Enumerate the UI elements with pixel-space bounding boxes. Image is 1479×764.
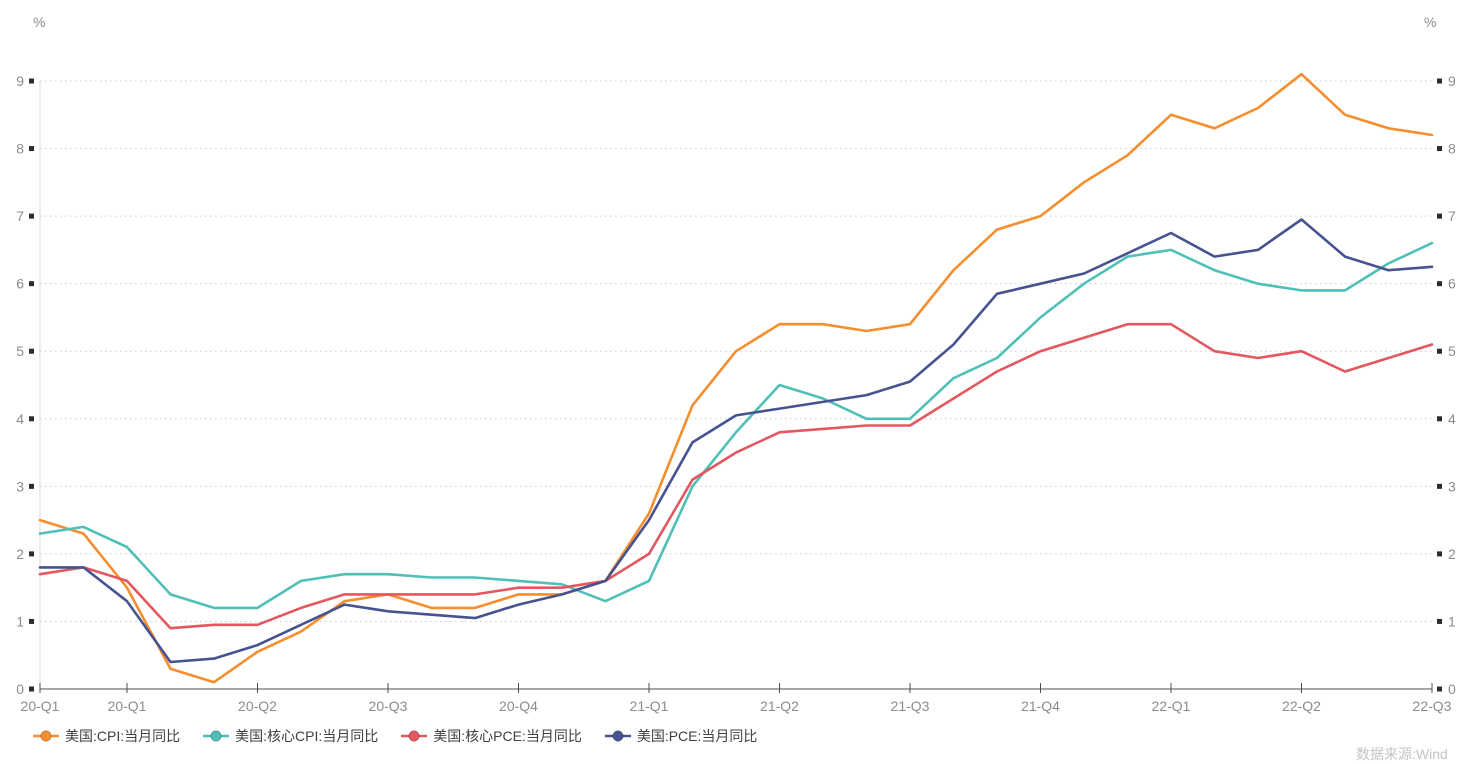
legend-label: 美国:核心CPI:当月同比 (235, 728, 379, 744)
y-axis-label-left-5: 5 (16, 343, 24, 359)
y-axis-label-left-3: 3 (16, 478, 24, 494)
x-axis-label-22-Q3: 22-Q3 (1413, 698, 1452, 714)
legend-item-1[interactable]: 美国:核心CPI:当月同比 (203, 726, 378, 746)
y-axis-label-right-3: 3 (1448, 478, 1456, 494)
legend-label: 美国:核心PCE:当月同比 (433, 728, 582, 744)
legend-marker-icon (33, 730, 59, 742)
y-axis-label-right-0: 0 (1448, 681, 1456, 697)
y-tick-square-right-7 (1437, 213, 1442, 219)
y-axis-label-right-7: 7 (1448, 208, 1456, 224)
y-tick-square-left-7 (29, 213, 34, 219)
y-tick-square-left-5 (29, 348, 34, 354)
series-line-0[interactable] (38, 72, 1434, 684)
x-axis-label-20-Q2: 20-Q2 (238, 698, 277, 714)
y-axis-label-left-1: 1 (16, 613, 24, 629)
x-axis-label-20-Q1: 20-Q1 (21, 698, 60, 714)
legend: 美国:CPI:当月同比 美国:核心CPI:当月同比 美国:核心PCE:当月同比 美国:… (33, 726, 757, 746)
y-axis-label-left-8: 8 (16, 141, 24, 157)
x-axis-label-20-Q1: 20-Q1 (108, 698, 147, 714)
y-axis-label-left-4: 4 (16, 411, 24, 427)
legend-marker-icon (203, 730, 230, 742)
y-axis-label-left-9: 9 (16, 73, 24, 89)
x-axis-label-20-Q3: 20-Q3 (369, 698, 408, 714)
x-axis-label-21-Q4: 21-Q4 (1021, 698, 1060, 714)
y-tick-square-left-8 (29, 146, 34, 152)
y-axis-label-left-2: 2 (16, 546, 24, 562)
y-tick-square-right-6 (1437, 281, 1442, 287)
y-tick-square-right-2 (1437, 551, 1442, 557)
x-axis-label-21-Q3: 21-Q3 (891, 698, 930, 714)
y-tick-square-left-4 (29, 416, 34, 422)
y-axis-label-right-4: 4 (1448, 411, 1456, 427)
y-axis-label-right-8: 8 (1448, 141, 1456, 157)
y-axis-label-left-6: 6 (16, 276, 24, 292)
legend-label: 美国:CPI:当月同比 (65, 728, 181, 744)
legend-item-3[interactable]: 美国:PCE:当月同比 (604, 726, 758, 746)
x-axis-label-20-Q4: 20-Q4 (499, 698, 538, 714)
x-axis-label-22-Q2: 22-Q2 (1282, 698, 1321, 714)
legend-marker-icon (604, 730, 631, 742)
y-tick-square-left-2 (29, 551, 34, 557)
y-tick-square-right-5 (1437, 348, 1442, 354)
legend-item-2[interactable]: 美国:核心PCE:当月同比 (401, 726, 582, 746)
y-tick-square-right-4 (1437, 416, 1442, 422)
y-axis-label-left-0: 0 (16, 681, 24, 697)
legend-item-0[interactable]: 美国:CPI:当月同比 (33, 726, 180, 746)
y-axis-label-left-7: 7 (16, 208, 24, 224)
y-axis-label-right-1: 1 (1448, 613, 1456, 629)
y-tick-square-left-1 (29, 618, 34, 624)
y-tick-square-left-3 (29, 483, 34, 489)
y-axis-unit-right: % (1424, 14, 1437, 30)
y-axis-label-right-2: 2 (1448, 546, 1456, 562)
watermark: 数据来源:Wind (1356, 746, 1448, 762)
y-tick-square-left-9 (29, 78, 34, 84)
series-line-2[interactable] (38, 322, 1434, 630)
y-axis-label-right-9: 9 (1448, 73, 1456, 89)
x-axis-label-21-Q1: 21-Q1 (630, 698, 669, 714)
y-tick-square-right-9 (1437, 78, 1442, 84)
x-axis-label-22-Q1: 22-Q1 (1152, 698, 1191, 714)
y-tick-square-right-1 (1437, 618, 1442, 624)
y-axis-label-right-6: 6 (1448, 276, 1456, 292)
legend-label: 美国:PCE:当月同比 (636, 728, 758, 744)
y-tick-square-right-0 (1437, 686, 1442, 692)
y-tick-square-left-0 (29, 686, 34, 692)
x-axis-label-21-Q2: 21-Q2 (760, 698, 799, 714)
y-tick-square-left-6 (29, 281, 34, 287)
y-axis-unit-left: % (33, 14, 46, 30)
legend-marker-icon (401, 730, 428, 742)
series-line-3[interactable] (38, 218, 1434, 664)
series-line-1[interactable] (38, 241, 1434, 610)
y-tick-square-right-3 (1437, 483, 1442, 489)
y-axis-label-right-5: 5 (1448, 343, 1456, 359)
y-tick-square-right-8 (1437, 146, 1442, 152)
